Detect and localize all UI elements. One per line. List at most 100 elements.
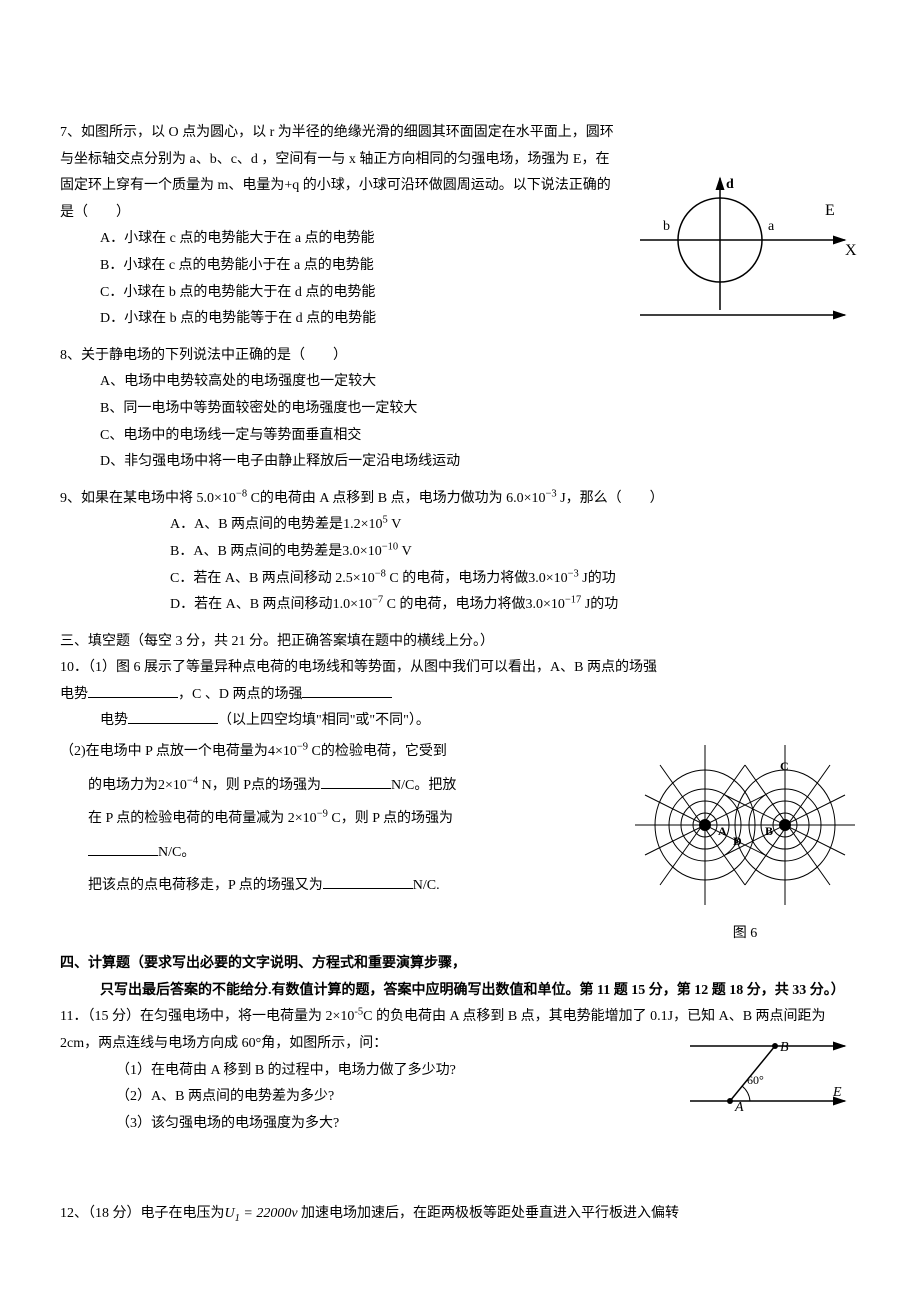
q8-option-a: A、电场中电势较高处的电场强度也一定较大 <box>60 369 860 396</box>
q9-c-mid: 的电荷，电场力将做 <box>399 571 529 586</box>
q9-d-q: 1.0×10 <box>333 597 372 612</box>
q9-d-prefix: D．若在 A、B 两点间移动 <box>170 597 333 612</box>
q10-p5-q: 2×10 <box>288 811 317 826</box>
q9-c-qexp: −8 <box>375 568 386 579</box>
question-12: 12、（18 分）电子在电压为U1 = 22000v 加速电场加速后，在距两极板… <box>60 1201 860 1228</box>
q10-p7-unit: N/C. <box>413 878 440 893</box>
q9-a-unit: V <box>388 517 402 532</box>
q7-number: 7、 <box>60 125 81 140</box>
label-d: d <box>726 177 734 192</box>
blank-3[interactable] <box>128 709 218 724</box>
q11-diagram: B A E 60° <box>680 1031 860 1121</box>
q9-option-c: C．若在 A、B 两点间移动 2.5×10−8 C 的电荷，电场力将做3.0×1… <box>60 566 860 593</box>
q10-p5-qunit: C <box>328 811 341 826</box>
q10-p4-f: 2×10 <box>158 778 187 793</box>
q10-p1-mid2: ，C 、D 两点的场强 <box>178 687 302 702</box>
q9-a-val: 1.2×10 <box>343 517 382 532</box>
q9-work1: 6.0×10 <box>506 491 545 506</box>
q10-p2-prefix: 电势 <box>100 713 128 728</box>
q10-p5-prefix: 在 P 点的检验电荷的电荷量减为 <box>88 811 288 826</box>
q12-stem-prefix: 电子在电压为 <box>141 1206 225 1221</box>
q10-p2-note: （以上四空均填"相同"或"不同"）。 <box>218 713 430 728</box>
q9-d-mid: 的电荷，电场力将做 <box>396 597 526 612</box>
q9-a-prefix: A．A、B 两点间的电势差是 <box>170 517 343 532</box>
q8-number: 8、 <box>60 348 81 363</box>
label-a: a <box>768 219 775 234</box>
q9-stem-suffix: ，那么（ ） <box>566 491 664 506</box>
q9-b-prefix: B．A、B 两点间的电势差是 <box>170 544 342 559</box>
q10-p1-mid: 电势 <box>60 687 88 702</box>
q10-diagram: A D B C <box>630 735 860 910</box>
q12-u1-eq: = 22000 <box>240 1206 291 1221</box>
q8-option-c: C、电场中的电场线一定与等势面垂直相交 <box>60 423 860 450</box>
q11-number: 11．（15 分） <box>60 1009 140 1024</box>
question-11: 11．（15 分）在匀强电场中，将一电荷量为 2×10-5C 的负电荷由 A 点… <box>60 1004 860 1137</box>
q9-c-q: 2.5×10 <box>335 571 374 586</box>
q9-d-qunit: C <box>383 597 396 612</box>
q9-work1-exp: −3 <box>546 488 557 499</box>
q9-d-wunit: J <box>581 597 590 612</box>
q10-p1-prefix: （1）图 6 展示了等量异种点电荷的电场线和等势面，从图中我们可以看出，A、B … <box>88 660 657 675</box>
q10-p5-qexp: −9 <box>317 809 328 820</box>
fig6-caption: 图 6 <box>630 921 860 948</box>
q12-u1-sym: U <box>225 1206 235 1221</box>
figure-q10: A D B C 图 6 <box>630 735 860 947</box>
q10-p4-mid: ，则 P点的场强为 <box>212 778 321 793</box>
q12-number: 12、（18 分） <box>60 1206 141 1221</box>
q9-charge1: 5.0×10 <box>197 491 236 506</box>
q10-p3-suffix: 的检验电荷，它受到 <box>321 744 447 759</box>
svg-text:C: C <box>780 759 789 773</box>
svg-text:A: A <box>718 824 727 838</box>
q8-option-b: B、同一电场中等势面较密处的电场强度也一定较大 <box>60 396 860 423</box>
question-8: 8、关于静电场的下列说法中正确的是（ ） A、电场中电势较高处的电场强度也一定较… <box>60 343 860 476</box>
q11-stem-prefix: 在匀强电场中，将一电荷量为 <box>140 1009 326 1024</box>
label-angle-11: 60° <box>747 1073 764 1087</box>
q9-d-qexp: −7 <box>372 594 383 605</box>
q10-p3-q: 4×10 <box>268 744 297 759</box>
q9-c-w: 3.0×10 <box>528 571 567 586</box>
question-9: 9、如果在某电场中将 5.0×10−8 C的电荷由 A 点移到 B 点，电场力做… <box>60 486 860 619</box>
q9-b-val: 3.0×10 <box>342 544 381 559</box>
q9-d-wexp: −17 <box>565 594 581 605</box>
q9-d-suffix: 的功 <box>590 597 618 612</box>
label-E-11: E <box>832 1085 842 1100</box>
section-3-title: 三、填空题（每空 3 分，共 21 分。把正确答案填在题中的横线上分。） <box>60 629 860 656</box>
section-4-title-line2: 只写出最后答案的不能给分.有数值计算的题，答案中应明确写出数值和单位。第 11 … <box>60 978 860 1005</box>
question-7: d b a E X 7、如图所示，以 O 点为圆心，以 r 为半径的绝缘光滑的细… <box>60 120 860 333</box>
q9-d-w: 3.0×10 <box>525 597 564 612</box>
question-10: 10．（1）图 6 展示了等量异种点电荷的电场线和等势面，从图中我们可以看出，A… <box>60 655 860 903</box>
q9-c-prefix: C．若在 A、B 两点间移动 <box>170 571 335 586</box>
q10-p4-funit: N <box>198 778 212 793</box>
blank-4[interactable] <box>321 774 391 789</box>
label-X: X <box>845 242 857 259</box>
label-A-11: A <box>734 1100 744 1115</box>
figure-q7: d b a E X <box>630 170 860 351</box>
q9-work1-unit: J <box>557 491 566 506</box>
q10-p3-prefix: （2)在电场中 P 点放一个电荷量为 <box>60 744 268 759</box>
q12-stem-suffix: 加速电场加速后，在距两极板等距处垂直进入平行板进入偏转 <box>298 1206 680 1221</box>
q9-c-wunit: J <box>579 571 588 586</box>
blank-5[interactable] <box>88 841 158 856</box>
label-E: E <box>825 202 835 219</box>
q10-p4-prefix: 的电场力为 <box>88 778 158 793</box>
q9-c-wexp: −3 <box>568 568 579 579</box>
q7-diagram: d b a E X <box>630 170 860 340</box>
q7-stem: 如图所示，以 O 点为圆心，以 r 为半径的绝缘光滑的细圆其环面固定在水平面上，… <box>60 125 614 220</box>
q10-p4-fexp: −4 <box>187 775 198 786</box>
q9-stem-mid: 的电荷由 A 点移到 B 点，电场力做功为 <box>260 491 506 506</box>
label-B-11: B <box>780 1040 789 1055</box>
blank-1[interactable] <box>88 683 178 698</box>
q10-number: 10． <box>60 660 88 675</box>
q10-p7-prefix: 把该点的点电荷移走，P 点的场强又为 <box>88 878 323 893</box>
blank-6[interactable] <box>323 874 413 889</box>
q8-stem: 关于静电场的下列说法中正确的是（ ） <box>81 348 347 363</box>
q9-c-suffix: 的功 <box>588 571 616 586</box>
q9-option-d: D．若在 A、B 两点间移动1.0×10−7 C 的电荷，电场力将做3.0×10… <box>60 592 860 619</box>
q11-charge-exp: -5 <box>354 1007 363 1018</box>
q9-b-exp: −10 <box>382 541 398 552</box>
q10-p5-suffix: ，则 P 点的场强为 <box>341 811 453 826</box>
q9-b-unit: V <box>398 544 412 559</box>
q9-stem-prefix: 如果在某电场中将 <box>81 491 197 506</box>
blank-2[interactable] <box>302 683 392 698</box>
svg-text:B: B <box>765 824 773 838</box>
